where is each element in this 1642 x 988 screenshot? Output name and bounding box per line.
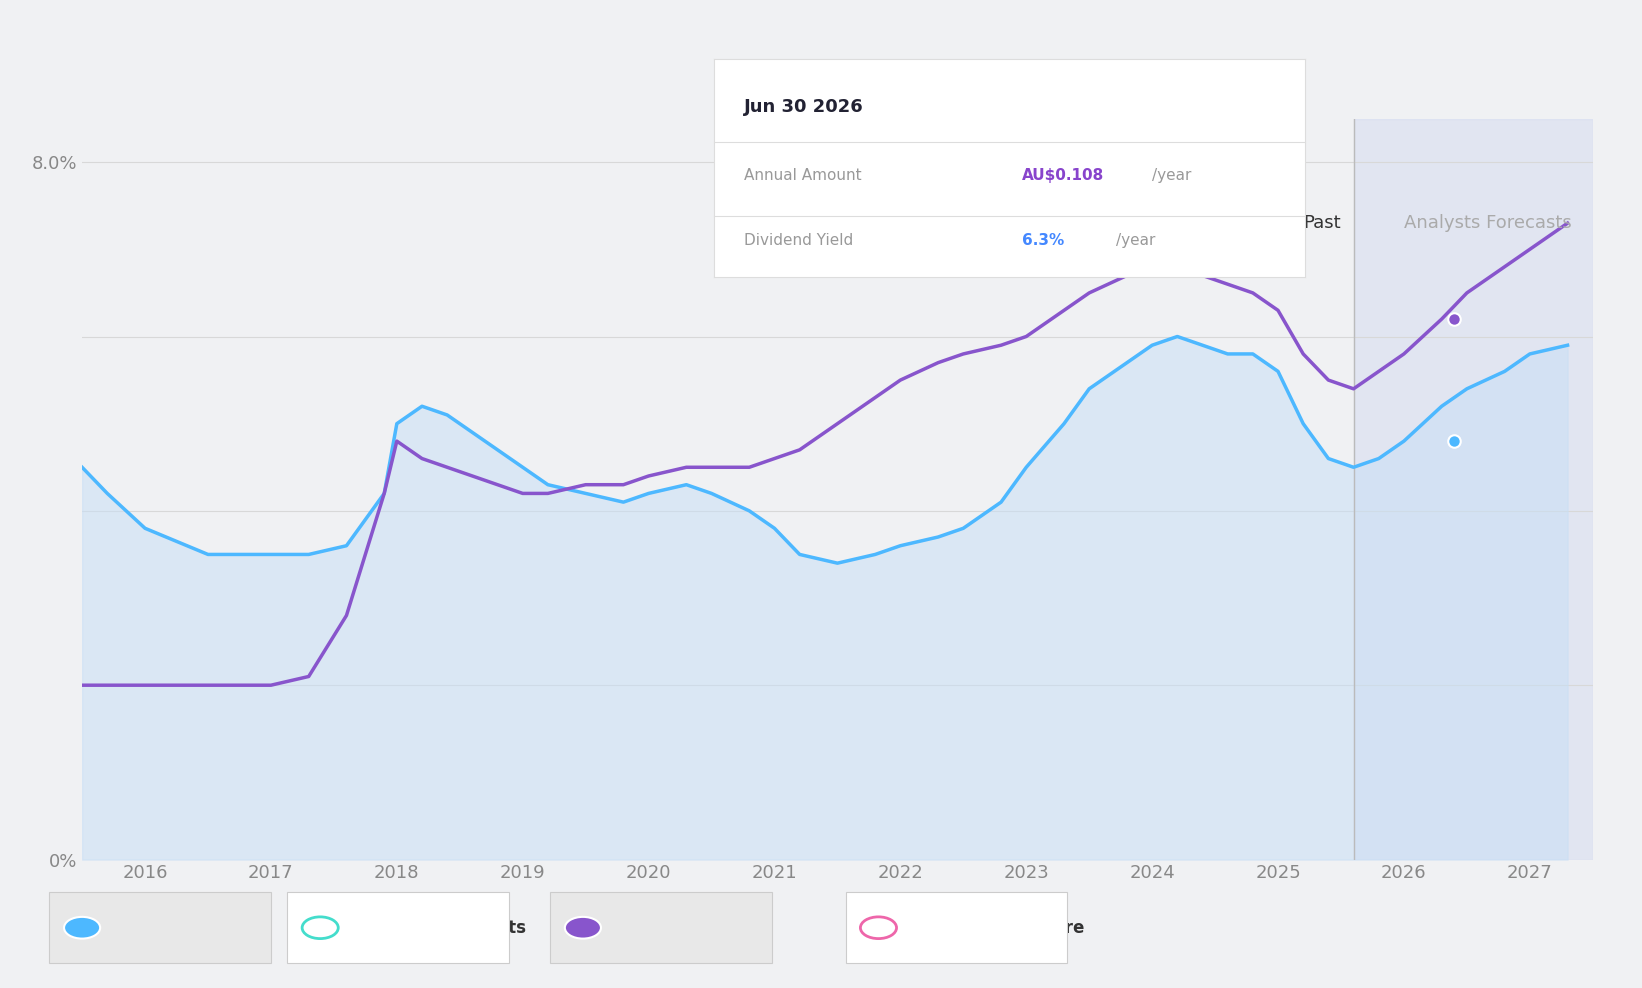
Text: Annual Amount: Annual Amount: [744, 168, 862, 183]
Text: Dividend Yield: Dividend Yield: [744, 233, 854, 248]
Text: AU$0.108: AU$0.108: [1021, 168, 1103, 183]
Text: Earnings Per Share: Earnings Per Share: [905, 919, 1084, 937]
Text: Past: Past: [1304, 214, 1342, 232]
Text: /year: /year: [1117, 233, 1156, 248]
Text: 6.3%: 6.3%: [1021, 233, 1064, 248]
Text: /year: /year: [1151, 168, 1190, 183]
Text: Annual Amount: Annual Amount: [609, 919, 754, 937]
Text: Analysts Forecasts: Analysts Forecasts: [1404, 214, 1571, 232]
Text: Jun 30 2026: Jun 30 2026: [744, 99, 864, 117]
Text: Dividend Yield: Dividend Yield: [108, 919, 243, 937]
Text: Dividend Payments: Dividend Payments: [346, 919, 527, 937]
Bar: [1353, 119, 1593, 860]
